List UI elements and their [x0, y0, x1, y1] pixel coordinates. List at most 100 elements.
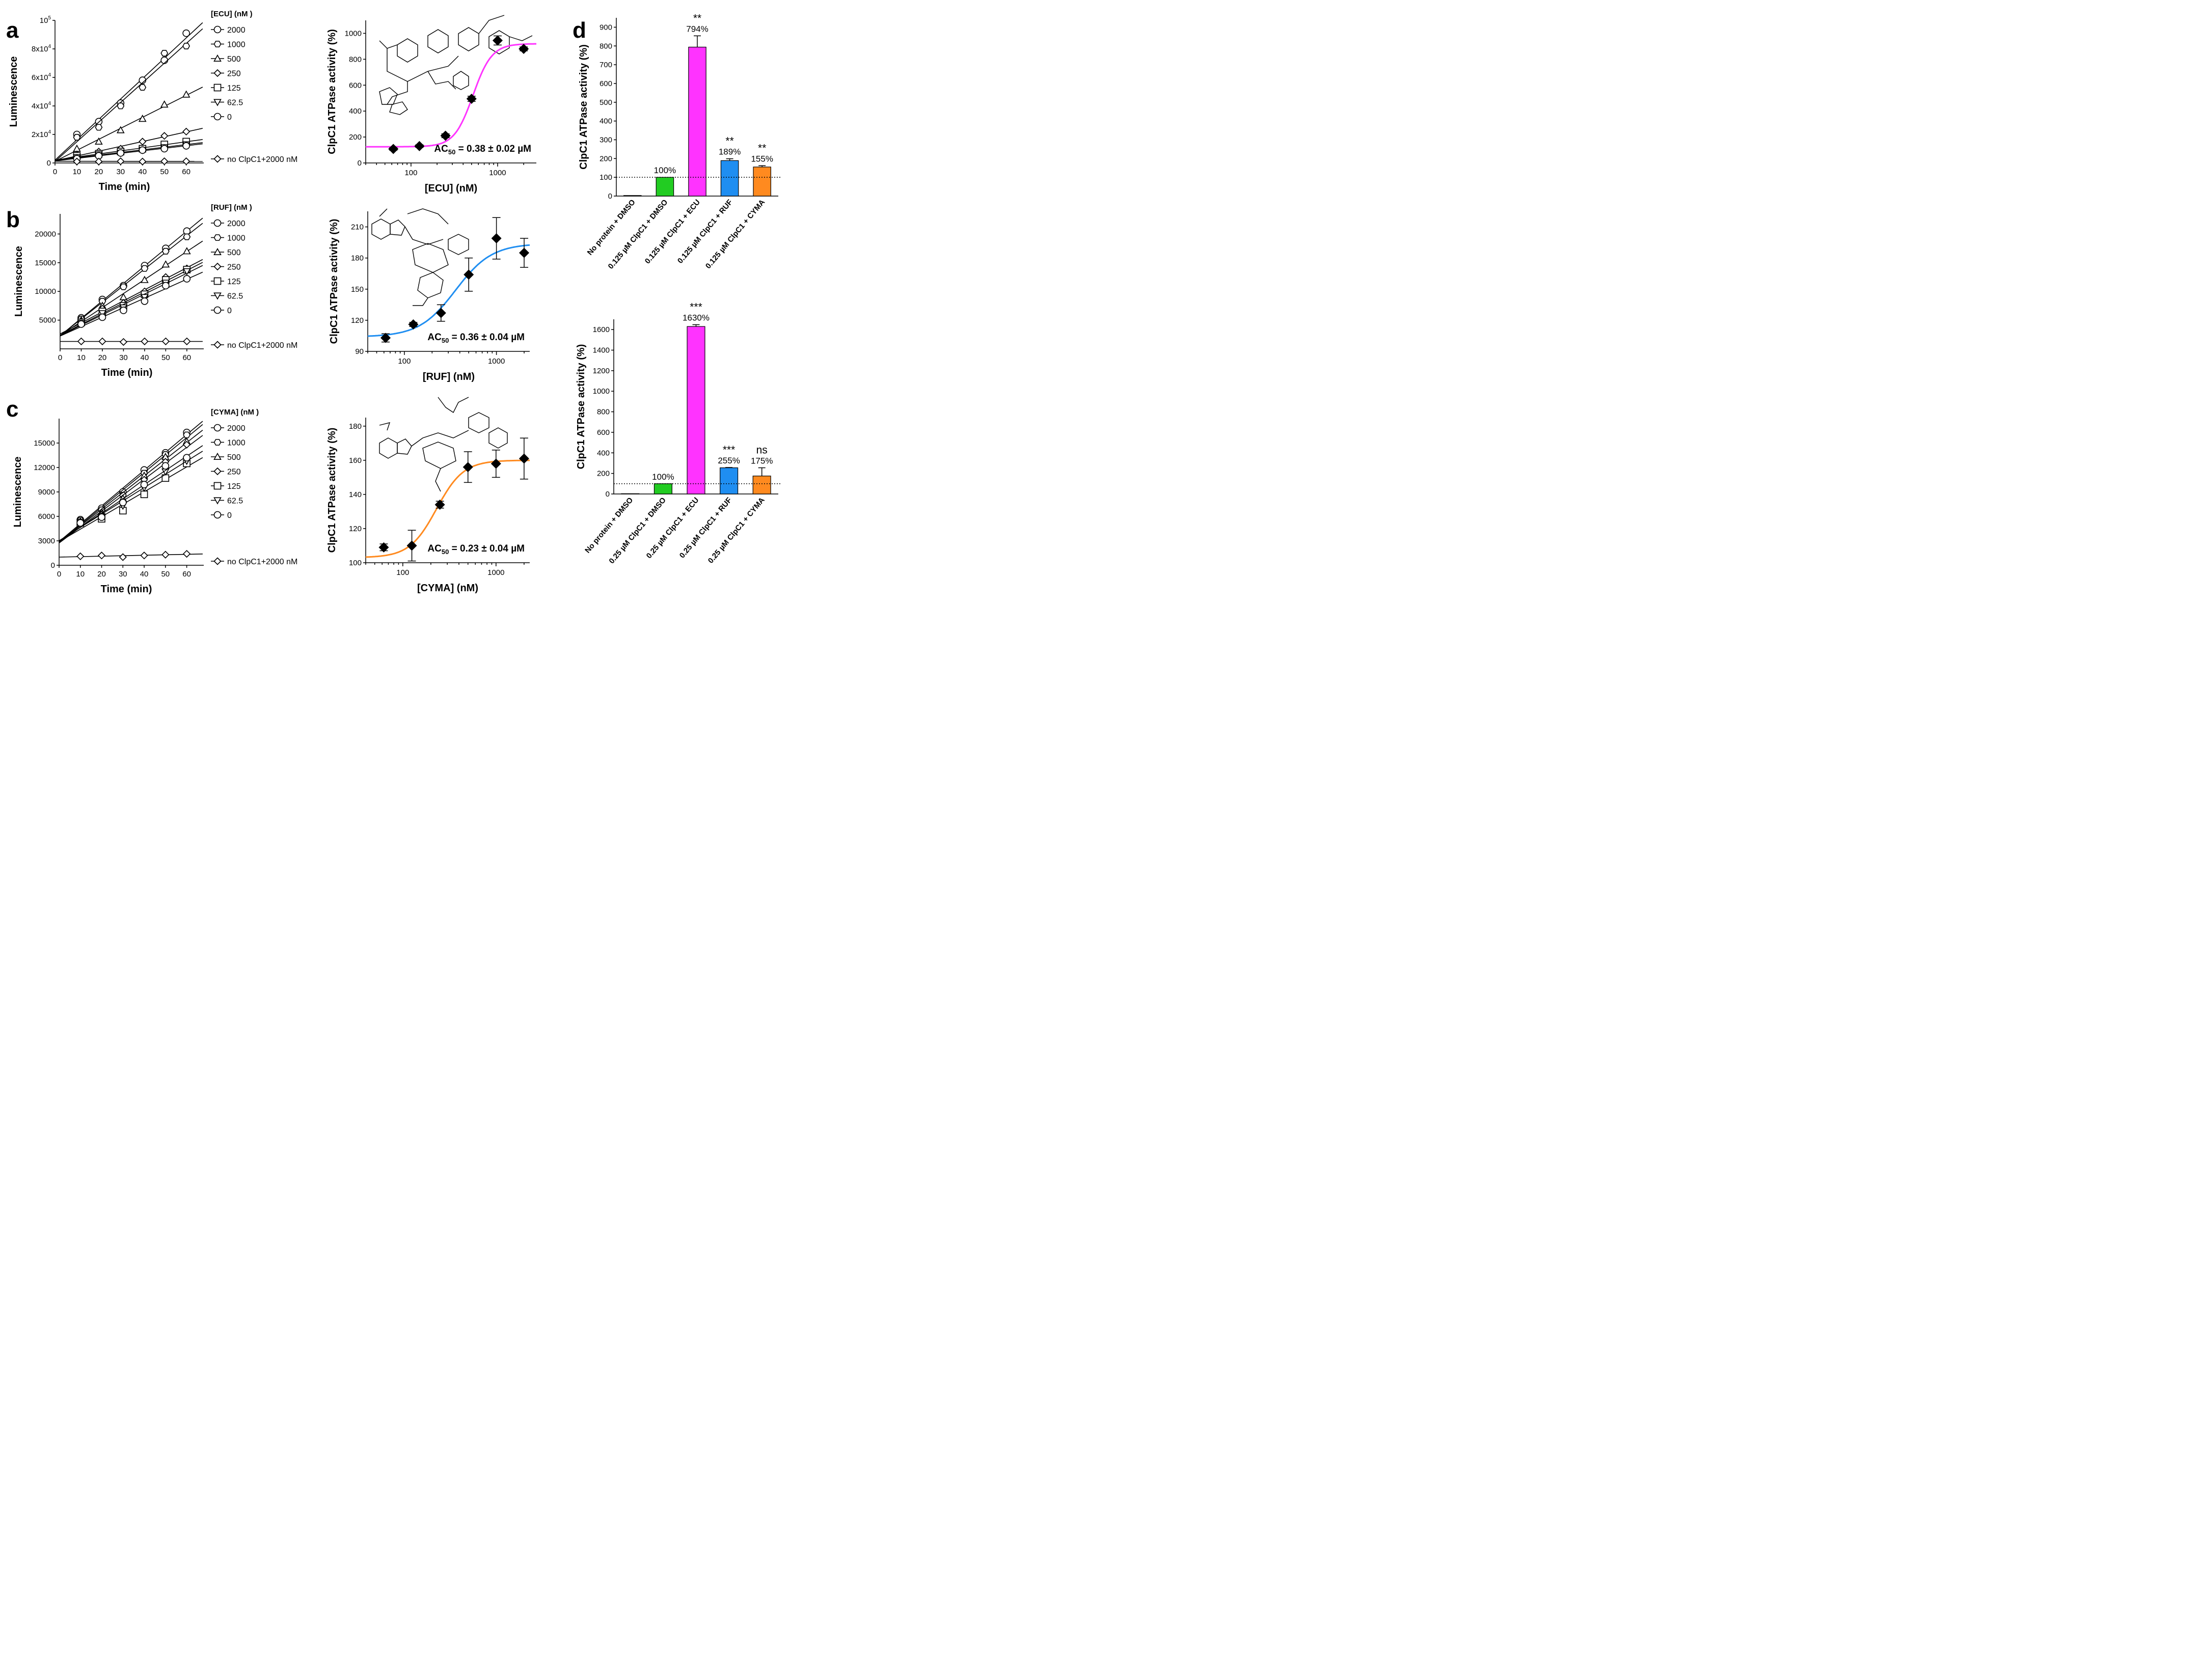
data-point [119, 553, 127, 561]
data-point [98, 313, 106, 321]
legend-marker [213, 482, 222, 490]
x-tick-label: 10 [73, 168, 81, 176]
legend-label: 2000 [227, 26, 246, 35]
data-point [76, 552, 85, 561]
data-point [182, 42, 190, 49]
x-axis-title: Time (min) [101, 584, 152, 595]
data-point [116, 126, 125, 133]
y-tick-label: 90 [355, 347, 364, 356]
legend-label: 0 [227, 307, 232, 315]
cyma-structure-drawing [379, 397, 508, 492]
category-label: 0.125 µM ClpC1 + DMSO [607, 198, 670, 270]
y-tick-label-exponent: 4 [48, 44, 51, 49]
y-axis-title: ClpC1 ATPase activity (%) [326, 428, 338, 553]
data-point [183, 233, 191, 240]
bar [752, 476, 771, 494]
bar-value-label: 100% [652, 472, 674, 482]
data-point [140, 552, 148, 560]
y-tick-label: 800 [600, 42, 612, 50]
x-axis-title: Time (min) [99, 181, 150, 192]
y-axis-title: Luminescence [12, 457, 23, 528]
y-tick-label-base: 8x10 [32, 45, 48, 53]
data-point [182, 440, 191, 449]
data-point [435, 308, 446, 318]
legend-title: [RUF] (nM ) [211, 203, 252, 212]
x-tick-label: 1000 [489, 169, 506, 177]
legend-marker [213, 219, 222, 227]
bar-value-label: 255% [718, 456, 740, 465]
y-tick-label: 105 [40, 15, 51, 25]
data-point [117, 102, 125, 109]
data-point [161, 550, 170, 559]
data-point [73, 157, 81, 166]
x-tick-label: 20 [97, 570, 106, 579]
data-point [160, 49, 169, 57]
x-tick-label: 40 [140, 570, 149, 579]
fit-curve [368, 244, 530, 337]
legend-label: 500 [227, 249, 241, 257]
x-axis-title: [ECU] (nM) [425, 183, 477, 194]
y-tick-label: 4x104 [32, 101, 51, 111]
ac50-prefix: AC [434, 144, 448, 154]
fit-curve [366, 43, 536, 148]
legend-marker [213, 155, 222, 163]
x-tick-label: 50 [161, 570, 170, 579]
significance-marker: ** [725, 135, 733, 147]
y-tick-label: 20000 [35, 230, 56, 238]
y-tick-label-exponent: 4 [48, 72, 51, 78]
panel-label-d: d [573, 18, 586, 43]
category-label: 0.25 µM ClpC1 + CYMA [706, 496, 767, 565]
significance-marker: ** [693, 12, 701, 24]
data-point [183, 454, 190, 462]
legend-label: 500 [227, 55, 241, 64]
data-point [462, 462, 473, 473]
legend-label: 2000 [227, 219, 246, 228]
y-tick-label: 900 [600, 23, 612, 32]
data-point [492, 35, 503, 46]
data-point [77, 320, 85, 328]
data-point [414, 141, 425, 151]
x-tick-label: 60 [182, 168, 190, 176]
y-tick-label: 120 [349, 525, 362, 533]
ac50-subscript: 50 [448, 148, 455, 156]
y-axis-title: ClpC1 ATPase activity (%) [329, 219, 340, 344]
ac50-prefix: AC [427, 332, 442, 343]
y-tick-label-base: 6x10 [32, 73, 48, 82]
legend-label: 1000 [227, 41, 246, 49]
x-tick-label: 1000 [488, 357, 505, 366]
fit-line-1000 [60, 223, 203, 336]
legend-marker [213, 247, 222, 256]
bar-value-label: 1630% [683, 313, 710, 322]
x-tick-label: 0 [53, 168, 57, 176]
data-point [98, 337, 106, 345]
legend-marker [213, 54, 222, 62]
y-tick-label: 8x104 [32, 44, 51, 53]
legend-marker [213, 424, 222, 432]
y-tick-label: 1000 [345, 29, 362, 38]
chart-a-ecu-dose-response: 100 1000 0 200 400 600 800 1000 [ECU] (nM) ClpC1 … [326, 20, 536, 194]
fit-curve [366, 459, 530, 558]
data-point [388, 144, 399, 154]
ruf-structure-drawing [371, 208, 469, 306]
data-point [138, 115, 147, 122]
data-point [73, 134, 81, 141]
y-tick-label: 5000 [39, 316, 56, 325]
x-axis-title: [CYMA] (nM) [417, 583, 478, 594]
data-point [117, 157, 125, 166]
y-tick-label: 100 [600, 173, 612, 182]
y-tick-label: 160 [349, 456, 362, 465]
data-point [139, 157, 147, 166]
legend-label: 1000 [227, 439, 246, 448]
data-point [160, 145, 169, 153]
y-tick-label: 1400 [593, 346, 610, 355]
data-point [160, 157, 169, 166]
ac50-value: = 0.36 ± 0.04 µM [449, 332, 525, 343]
y-tick-label: 12000 [34, 463, 55, 472]
legend-marker [213, 306, 222, 314]
x-tick-label: 100 [396, 568, 409, 577]
legend-marker [213, 341, 222, 349]
y-tick-label: 200 [597, 470, 610, 478]
chart-a-luminescence-vs-time: 0 10 20 30 40 50 6002x1044x1046x1048x104105Tim… [8, 10, 297, 192]
x-tick-label: 50 [160, 168, 169, 176]
y-axis-title: ClpC1 ATPase activity (%) [576, 344, 587, 470]
